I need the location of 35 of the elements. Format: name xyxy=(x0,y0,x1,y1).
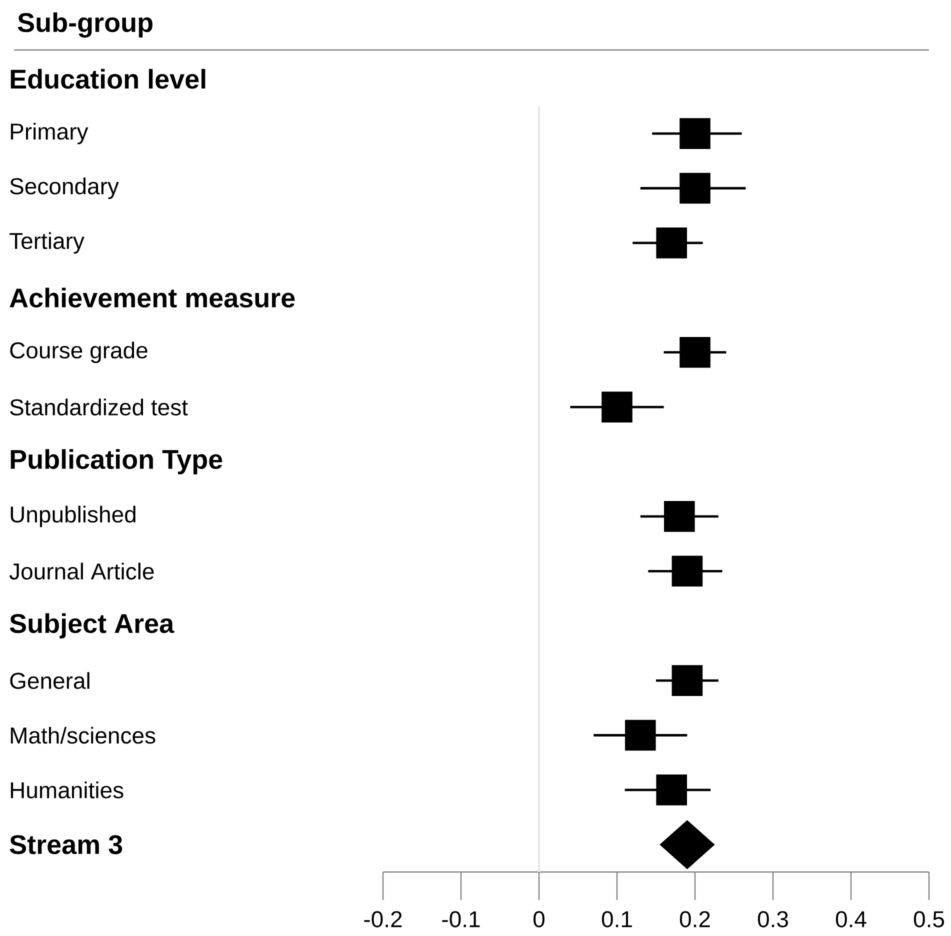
y-tick-label: General xyxy=(10,672,90,689)
point xyxy=(656,774,687,806)
x-tick-label: -0.1 xyxy=(442,911,480,928)
y-tick-label: Primary xyxy=(10,122,88,144)
point xyxy=(656,228,687,258)
point xyxy=(680,172,710,204)
y-tick-label: Course grade xyxy=(10,342,148,364)
x-tick-label: 0 xyxy=(534,911,544,928)
y-tick-label: Subject Area xyxy=(10,613,174,638)
point xyxy=(680,336,710,368)
x-tick-label: -0.2 xyxy=(364,911,402,928)
x-tick-label: 0.3 xyxy=(758,911,788,928)
point xyxy=(625,720,656,751)
point xyxy=(672,665,703,696)
point xyxy=(672,556,703,587)
y-tick-label: Secondary xyxy=(10,178,119,199)
x-tick-label: 0.5 xyxy=(914,911,944,928)
x-tick-label: 0.4 xyxy=(836,911,866,928)
x-tick-label: 0.1 xyxy=(602,911,632,928)
x-tick-label: 0.2 xyxy=(680,911,710,928)
y-tick-label: Tertiary xyxy=(10,232,84,254)
y-tick-label: Education level xyxy=(10,68,206,89)
y-tick-label: Achievement measure xyxy=(10,288,295,308)
y-tick-label: Humanities xyxy=(10,782,124,798)
y-tick-label: Journal Article xyxy=(9,562,154,580)
point xyxy=(660,820,715,870)
point xyxy=(664,501,695,532)
y-tick-label: Math/sciences xyxy=(10,726,156,744)
y-tick-label: Stream 3 xyxy=(10,835,122,854)
text: Sub-group xyxy=(18,12,152,38)
y-tick-label: Unpublished xyxy=(10,506,136,528)
point xyxy=(680,118,710,149)
y-tick-label: Standardized test xyxy=(10,398,188,416)
point xyxy=(602,392,632,422)
y-tick-label: Publication Type xyxy=(10,449,222,474)
